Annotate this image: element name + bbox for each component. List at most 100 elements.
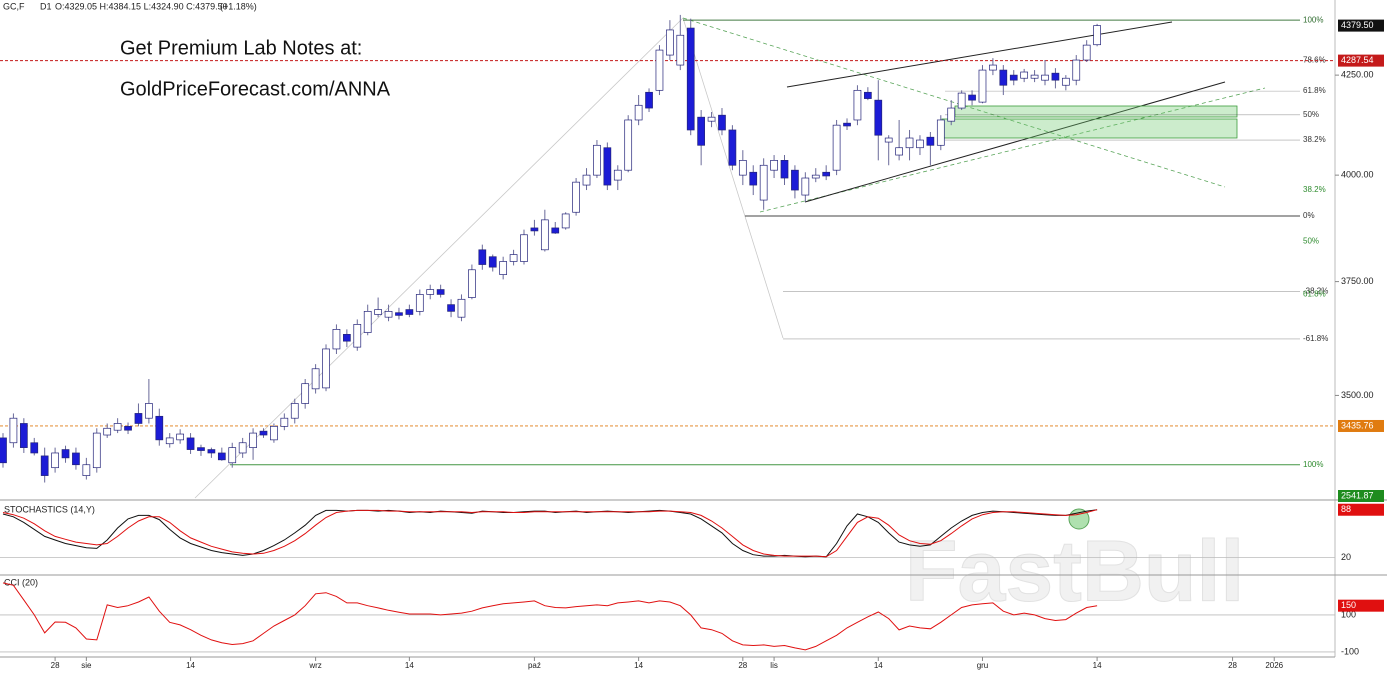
candle-body <box>134 413 143 424</box>
candle-body <box>301 383 310 404</box>
x-tick-label: wrz <box>308 661 321 670</box>
drawings <box>194 17 1266 499</box>
candle-body <box>426 289 435 295</box>
candle-body <box>197 447 205 451</box>
candle-body <box>405 309 414 315</box>
price-box <box>1338 54 1384 67</box>
candle-body <box>436 289 445 295</box>
x-tick-label: 28 <box>1228 661 1237 670</box>
x-tick-label: 28 <box>51 661 60 670</box>
candle-body <box>51 452 59 469</box>
candle-body <box>791 169 799 191</box>
price-box <box>1338 503 1384 516</box>
level-label: -38.2% <box>1303 286 1328 295</box>
indicator-line <box>2 582 1098 651</box>
candle-body <box>415 294 424 312</box>
level-label: -61.8% <box>1303 334 1328 343</box>
candle-body <box>145 403 153 419</box>
candle-body <box>270 425 278 441</box>
x-tick-label: 14 <box>405 661 414 670</box>
candle-body <box>978 69 987 103</box>
candle-body <box>30 442 39 454</box>
candle-body <box>1020 71 1029 79</box>
candle-body <box>1082 44 1091 61</box>
candle-body <box>999 69 1008 86</box>
candle-body <box>968 94 976 101</box>
candle-body <box>124 425 132 431</box>
candle-body <box>989 64 997 71</box>
candle-body <box>1041 74 1049 81</box>
candle-body <box>290 403 299 419</box>
candle-body <box>176 433 184 441</box>
level-label: 61.8% <box>1303 290 1326 299</box>
level-label: 38.2% <box>1303 135 1326 144</box>
candle-body <box>82 464 91 476</box>
y-tick-label: 3750.00 <box>1341 276 1374 286</box>
panel-title: STOCHASTICS (14,Y) <box>4 504 95 514</box>
candle-body <box>905 137 914 149</box>
candle-body <box>311 368 320 390</box>
candle-body <box>864 91 872 99</box>
y-tick-label: 4250.00 <box>1341 69 1374 79</box>
candle-body <box>936 119 945 146</box>
price-box-label: 4287.54 <box>1341 55 1374 65</box>
candle-body <box>332 329 341 350</box>
price-box-label: 4379.50 <box>1341 20 1374 30</box>
candle-body <box>238 442 247 454</box>
candle-body <box>186 437 195 450</box>
candle-body <box>1030 74 1039 79</box>
candle-body <box>207 449 216 454</box>
candle-body <box>1051 72 1060 81</box>
candle-body <box>551 227 560 234</box>
price-box <box>1338 419 1384 432</box>
candle-body <box>1061 77 1070 86</box>
promo-text: Get Premium Lab Notes at: <box>120 37 362 59</box>
symbol: GC,F <box>3 1 25 11</box>
candle-body <box>499 261 508 275</box>
candle-body <box>645 91 653 109</box>
candle-body <box>259 430 268 436</box>
level-label: 0% <box>1303 211 1315 220</box>
panel-title: CCI (20) <box>4 577 38 587</box>
candle-body <box>457 298 466 318</box>
x-tick-label: gru <box>977 661 989 670</box>
candle-body <box>697 116 705 146</box>
candle-body <box>832 124 841 171</box>
x-tick-label: paź <box>528 661 541 670</box>
level-label: 100% <box>1303 460 1323 469</box>
candle-body <box>353 324 362 348</box>
candle-body <box>926 136 935 146</box>
candle-body <box>540 219 549 251</box>
level-label: 50% <box>1303 110 1319 119</box>
candle-body <box>40 455 49 476</box>
x-tick-label: lis <box>770 661 778 670</box>
candle-body <box>947 107 956 122</box>
candle-body <box>634 104 643 121</box>
candle-body <box>916 139 924 149</box>
ohlc: O:4329.05 H:4384.15 L:4324.90 C:4379.50 <box>55 1 228 11</box>
candle-body <box>155 415 164 441</box>
candle-body <box>478 249 487 265</box>
price-box-label: 3435.76 <box>1341 420 1374 430</box>
candle-body <box>686 27 695 131</box>
x-tick-label: 14 <box>186 661 195 670</box>
candle-body <box>676 34 685 66</box>
candle-body <box>613 169 622 181</box>
zone <box>941 118 1238 139</box>
candle-body <box>759 164 768 201</box>
candle-body <box>843 122 851 127</box>
candle-body <box>1009 74 1018 81</box>
change: (+1.18%) <box>220 1 257 11</box>
candle-body <box>228 447 237 464</box>
candle-body <box>957 92 966 109</box>
price-box-label: 2541.87 <box>1341 490 1374 500</box>
candle-body <box>72 452 80 466</box>
candle-body <box>322 348 330 389</box>
channel-line <box>804 81 1226 203</box>
candle-body <box>718 114 726 131</box>
candle-body <box>874 99 883 136</box>
candle-body <box>780 160 789 179</box>
candle-body <box>217 452 226 461</box>
level-label: 38.2% <box>1303 185 1326 194</box>
